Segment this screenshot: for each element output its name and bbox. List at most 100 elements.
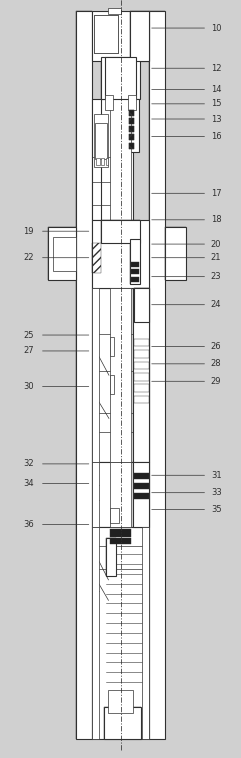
Bar xyxy=(134,396,149,403)
Bar xyxy=(92,462,149,527)
Bar xyxy=(133,288,149,462)
Text: 35: 35 xyxy=(211,505,221,514)
Bar xyxy=(110,538,131,544)
Bar xyxy=(110,462,131,527)
Bar xyxy=(134,288,149,322)
Bar xyxy=(108,690,133,713)
Bar xyxy=(129,126,134,132)
Text: 19: 19 xyxy=(23,227,34,236)
Bar xyxy=(129,143,134,149)
Bar xyxy=(92,527,99,739)
Bar xyxy=(129,110,134,116)
Bar xyxy=(110,288,131,462)
Bar xyxy=(76,11,92,739)
Bar xyxy=(129,134,134,140)
Text: 31: 31 xyxy=(211,471,221,480)
Text: 36: 36 xyxy=(23,520,34,529)
Bar xyxy=(131,269,139,274)
Bar xyxy=(105,57,136,99)
Bar xyxy=(101,99,133,227)
Text: 17: 17 xyxy=(211,189,221,198)
Text: 21: 21 xyxy=(211,253,221,262)
Text: 32: 32 xyxy=(23,459,34,468)
Bar xyxy=(149,11,165,739)
Bar xyxy=(129,143,134,149)
Bar xyxy=(129,110,134,116)
Bar xyxy=(128,95,136,110)
Bar xyxy=(92,462,99,527)
Bar xyxy=(106,158,108,165)
Bar xyxy=(133,288,149,462)
Bar xyxy=(101,57,140,99)
Bar xyxy=(142,527,149,739)
Bar xyxy=(134,483,149,489)
Bar xyxy=(101,220,140,243)
Bar xyxy=(101,158,104,165)
Bar xyxy=(53,237,76,271)
Bar xyxy=(110,99,131,227)
Bar xyxy=(95,123,107,159)
Bar xyxy=(110,337,114,356)
Polygon shape xyxy=(165,227,186,280)
Bar xyxy=(129,118,134,124)
Bar xyxy=(110,508,119,523)
Bar xyxy=(94,15,118,53)
Text: 30: 30 xyxy=(23,382,34,391)
Polygon shape xyxy=(48,227,76,280)
Text: 24: 24 xyxy=(211,300,221,309)
Text: 13: 13 xyxy=(211,114,221,124)
Text: 15: 15 xyxy=(211,99,221,108)
Bar xyxy=(134,373,149,381)
Bar xyxy=(101,99,133,227)
Bar xyxy=(134,339,149,346)
Bar xyxy=(92,527,149,739)
Bar xyxy=(104,707,141,739)
Bar xyxy=(108,8,120,14)
Bar xyxy=(130,239,140,284)
Bar xyxy=(134,493,149,499)
Bar xyxy=(76,11,92,739)
Text: 29: 29 xyxy=(211,377,221,386)
Bar xyxy=(92,220,149,288)
Text: 10: 10 xyxy=(211,23,221,33)
Bar xyxy=(94,15,118,53)
Bar xyxy=(101,220,140,243)
Bar xyxy=(130,99,139,152)
Bar xyxy=(130,239,140,284)
Text: 12: 12 xyxy=(211,64,221,73)
Bar xyxy=(94,114,108,167)
Bar xyxy=(106,538,116,576)
Bar xyxy=(131,262,139,267)
Bar xyxy=(129,134,134,140)
Text: 16: 16 xyxy=(211,132,221,141)
Bar xyxy=(134,384,149,392)
Text: 18: 18 xyxy=(211,215,221,224)
Bar xyxy=(130,99,139,152)
Bar xyxy=(92,243,101,273)
Bar xyxy=(92,11,149,61)
Bar xyxy=(96,158,100,165)
Bar xyxy=(165,227,186,280)
Bar xyxy=(106,538,116,576)
Bar xyxy=(110,529,131,537)
Bar xyxy=(130,11,149,61)
Text: 34: 34 xyxy=(23,479,34,488)
Text: 25: 25 xyxy=(23,330,34,340)
Text: 26: 26 xyxy=(211,342,221,351)
Bar xyxy=(101,57,140,99)
Bar xyxy=(134,362,149,369)
Bar xyxy=(92,99,120,220)
Text: 28: 28 xyxy=(211,359,221,368)
Text: 33: 33 xyxy=(211,488,222,497)
Bar xyxy=(92,288,149,462)
Text: 20: 20 xyxy=(211,240,221,249)
Text: 27: 27 xyxy=(23,346,34,356)
Bar xyxy=(105,95,113,110)
Text: 23: 23 xyxy=(211,272,221,281)
Bar xyxy=(48,227,76,280)
Bar xyxy=(92,288,99,462)
Bar xyxy=(134,473,149,479)
Bar xyxy=(104,707,141,739)
Bar xyxy=(134,350,149,358)
Bar xyxy=(131,277,139,282)
